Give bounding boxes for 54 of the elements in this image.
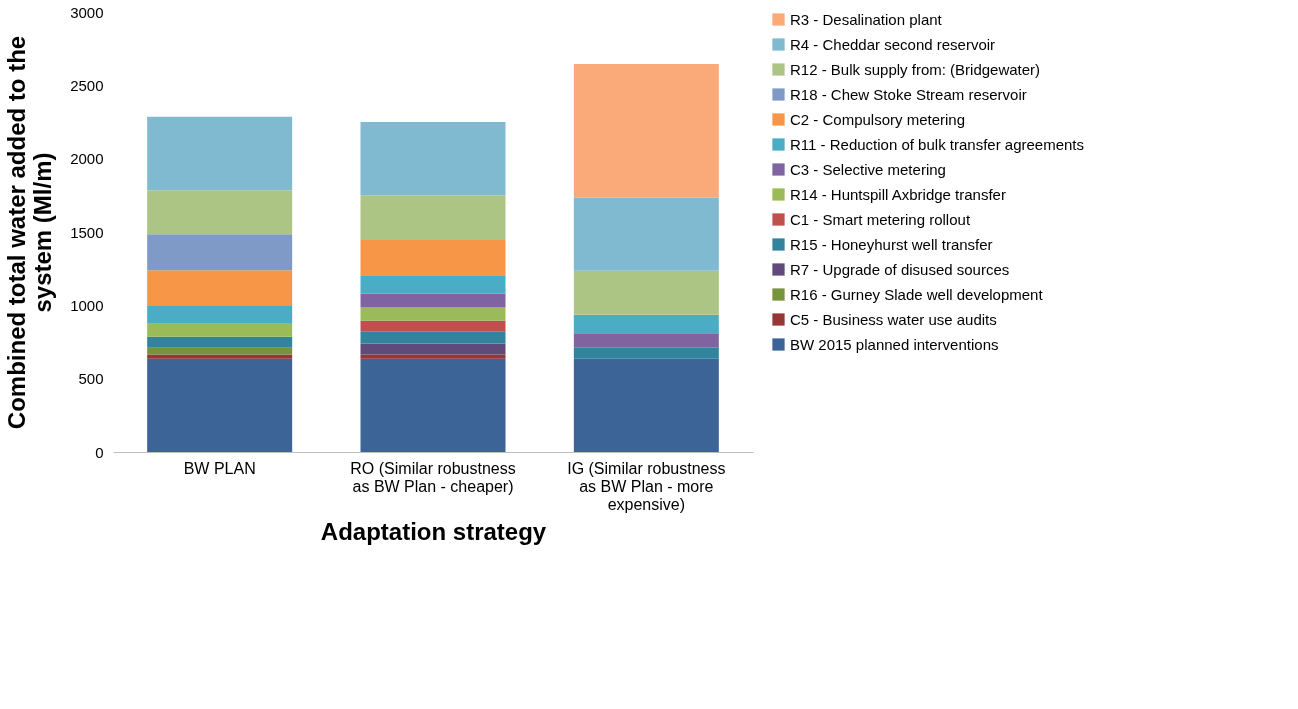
bar xyxy=(573,314,719,334)
bar xyxy=(360,343,506,355)
bar xyxy=(147,116,293,191)
legend-label: R11 - Reduction of bulk transfer agreements xyxy=(790,135,1085,153)
bar xyxy=(360,240,506,276)
bar xyxy=(360,307,506,321)
x-axis-title: Adaptation strategy xyxy=(320,517,547,545)
legend-label: R16 - Gurney Slade well development xyxy=(790,285,1044,303)
y-tick-label: 3000 xyxy=(70,3,104,21)
bar xyxy=(147,336,293,348)
bar xyxy=(147,234,293,271)
legend-label: R7 - Upgrade of disused sources xyxy=(790,260,1010,278)
legend-label: R14 - Huntspill Axbridge transfer xyxy=(790,185,1006,203)
bar xyxy=(147,354,293,359)
bar xyxy=(360,195,506,241)
y-tick-label: 1000 xyxy=(70,296,104,314)
legend-label: R15 - Honeyhurst well transfer xyxy=(790,235,993,253)
bar xyxy=(147,358,293,452)
bar xyxy=(360,320,506,332)
bar xyxy=(573,270,719,315)
bar xyxy=(147,306,293,324)
bar xyxy=(147,190,293,235)
legend-label: C2 - Compulsory metering xyxy=(790,110,966,128)
bar xyxy=(573,333,719,348)
bar xyxy=(147,347,293,355)
x-tick-label: RO (Similar robustness as BW Plan - cheaper) xyxy=(350,459,516,495)
y-tick-label: 500 xyxy=(78,370,104,388)
x-tick-label: BW PLAN xyxy=(183,459,256,477)
bar xyxy=(147,323,293,337)
legend-label: C1 - Smart metering rollout xyxy=(790,210,971,228)
y-tick-label: 2500 xyxy=(70,76,104,94)
legend-label: BW 2015 planned interventions xyxy=(790,335,999,353)
bar xyxy=(573,347,719,359)
y-axis-title: Combined total water added to the system (Ml/m) xyxy=(3,35,57,430)
bar xyxy=(360,122,506,196)
legend-label: C5 - Business water use audits xyxy=(790,310,997,328)
legend-label: R3 - Desalination plant xyxy=(790,10,943,28)
bar xyxy=(360,293,506,308)
bar xyxy=(573,197,719,271)
bar xyxy=(360,331,506,344)
bar xyxy=(573,358,719,452)
legend-label: R4 - Cheddar second reservoir xyxy=(790,35,996,53)
y-tick-label: 1500 xyxy=(70,223,104,241)
legend-label: R12 - Bulk supply from: (Bridgewater) xyxy=(790,60,1041,78)
legend-label: R18 - Chew Stoke Stream reservoir xyxy=(790,85,1027,103)
y-tick-label: 2000 xyxy=(70,150,104,168)
bar xyxy=(360,358,506,452)
y-tick-label: 0 xyxy=(95,443,104,461)
bar xyxy=(573,64,719,198)
bar xyxy=(360,275,506,294)
bar xyxy=(147,270,293,307)
legend-label: C3 - Selective metering xyxy=(790,160,946,178)
bar xyxy=(360,354,506,359)
x-tick-label: IG (Similar robustness as BW Plan - more expensive) xyxy=(567,459,726,513)
